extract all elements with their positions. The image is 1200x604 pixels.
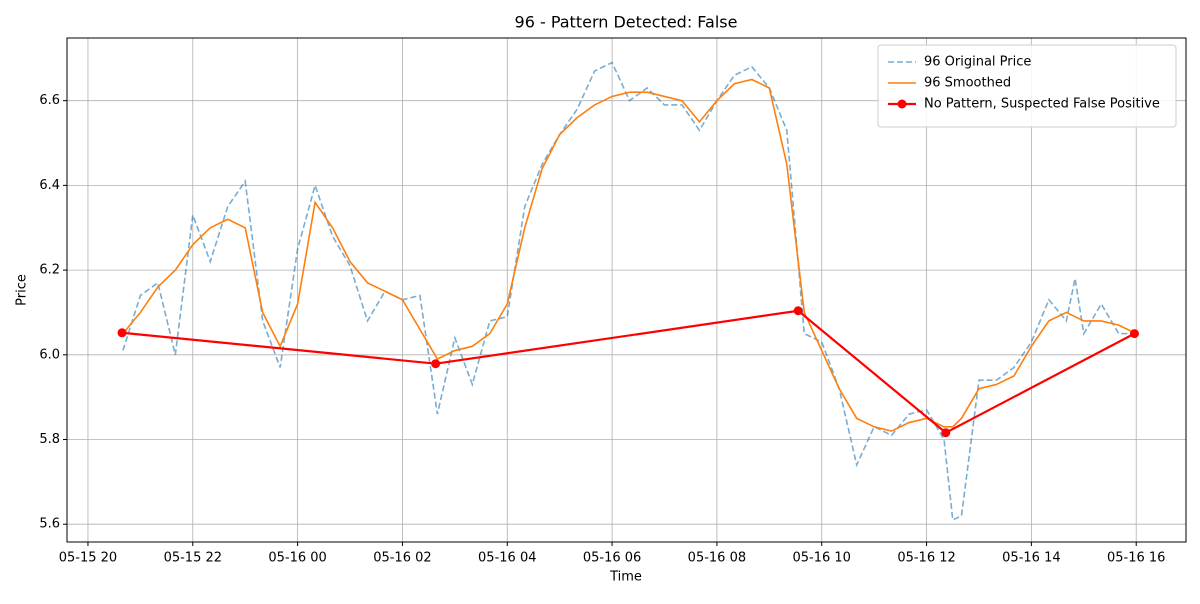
point bbox=[117, 328, 127, 338]
point bbox=[1129, 329, 1139, 339]
series-line bbox=[122, 78, 1137, 432]
x-tick-label: 05-16 16 bbox=[1107, 551, 1165, 566]
series-line bbox=[122, 61, 1137, 522]
x-axis-label: Time bbox=[609, 570, 642, 585]
x-tick-label: 05-15 20 bbox=[59, 551, 117, 566]
x-tick-label: 05-15 22 bbox=[164, 551, 222, 566]
chart-title: 96 - Pattern Detected: False bbox=[515, 13, 738, 32]
series-line bbox=[121, 309, 1135, 435]
y-tick-label: 6.4 bbox=[39, 178, 60, 193]
y-tick-label: 6.2 bbox=[39, 263, 60, 278]
point bbox=[793, 306, 803, 316]
x-tick-label: 05-16 10 bbox=[793, 551, 851, 566]
x-tick-label: 05-16 02 bbox=[373, 551, 431, 566]
x-tick-label: 05-16 00 bbox=[268, 551, 326, 566]
y-tick-label: 5.6 bbox=[39, 517, 60, 532]
x-tick-label: 05-16 12 bbox=[897, 551, 955, 566]
x-tick-label: 05-16 08 bbox=[688, 551, 746, 566]
y-tick-label: 6.6 bbox=[39, 93, 60, 108]
point bbox=[431, 359, 441, 369]
legend-label: 96 Original Price bbox=[924, 55, 1031, 70]
point bbox=[941, 428, 951, 438]
legend-label: No Pattern, Suspected False Positive bbox=[924, 97, 1160, 112]
y-tick-label: 6.0 bbox=[39, 347, 60, 362]
y-axis-label: Price bbox=[15, 274, 30, 306]
legend-marker bbox=[897, 99, 907, 109]
x-tick-label: 05-16 04 bbox=[478, 551, 536, 566]
plot-frame bbox=[66, 37, 1187, 543]
x-tick-label: 05-16 14 bbox=[1002, 551, 1060, 566]
legend-box bbox=[877, 44, 1177, 128]
y-tick-label: 5.8 bbox=[39, 432, 60, 447]
x-tick-label: 05-16 06 bbox=[583, 551, 641, 566]
legend-label: 96 Smoothed bbox=[924, 76, 1011, 91]
